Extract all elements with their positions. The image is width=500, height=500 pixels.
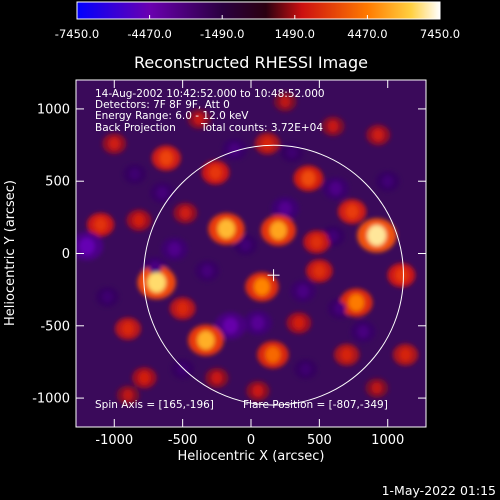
heatmap-blob	[382, 175, 394, 188]
x-tick-label: 1000	[371, 433, 404, 448]
heatmap-blob	[179, 207, 191, 220]
time-range-text: 14-Aug-2002 10:42:52.000 to 10:48:52.000	[95, 88, 325, 100]
colorbar-gradient	[76, 1, 441, 20]
y-tick-label: 500	[45, 175, 70, 190]
heatmap-blob	[177, 363, 188, 375]
heatmap-blob	[301, 170, 316, 186]
heatmap-blob	[122, 389, 134, 401]
solar-limb-circle	[143, 144, 404, 406]
heatmap-blob	[310, 235, 323, 249]
heatmap-blob	[211, 372, 223, 384]
y-tick-label: 0	[62, 247, 70, 262]
heatmap-blob	[286, 146, 298, 159]
spin-axis-text: Spin Axis = [165,-196]	[95, 399, 214, 411]
y-tick-label: -1000	[32, 392, 70, 407]
chart-title: Reconstructed RHESSI Image	[134, 53, 368, 72]
heatmap-blob	[327, 230, 339, 243]
heatmap-blob	[399, 348, 412, 362]
y-axis: -1000 -500 0 500 1000	[32, 102, 426, 407]
y-axis-label: Heliocentric Y (arcsec)	[3, 180, 18, 326]
heatmap-blob	[278, 201, 292, 216]
heatmap-blob	[254, 278, 270, 296]
heatmap-blob	[340, 348, 353, 362]
heatmap-blob	[297, 284, 309, 298]
energy-range-text: Energy Range: 6.0 - 12.0 keV	[95, 110, 249, 122]
heatmap-blob	[261, 137, 274, 150]
heatmap-blobs	[76, 91, 419, 406]
heatmap-blob	[138, 371, 150, 385]
heatmap-blob	[102, 291, 113, 303]
heatmap-blob	[108, 137, 120, 150]
heatmap-blob	[265, 346, 281, 363]
heatmap-blob	[367, 225, 387, 246]
heatmap-blob	[372, 128, 384, 141]
y-tick-label: 1000	[37, 102, 70, 117]
heatmap-blob	[293, 316, 305, 330]
heatmap-blob	[122, 322, 134, 336]
colorbar: -7450.0 -4470.0 -1490.0 1490.0 4470.0 7450.0	[55, 1, 460, 41]
x-tick-label: -500	[168, 433, 198, 448]
heatmap-blob	[149, 261, 162, 275]
heatmap-blob	[300, 363, 311, 375]
heatmap-blob	[394, 268, 408, 283]
heatmap-blob	[334, 302, 346, 315]
heatmap-blob	[156, 186, 168, 199]
heatmap-blob	[147, 272, 166, 293]
method-text: Back Projection	[95, 122, 176, 134]
heatmap-blob	[217, 219, 236, 239]
heatmap-blob	[371, 382, 382, 394]
heatmap-blob	[94, 217, 107, 232]
heatmap-blob	[357, 325, 369, 338]
flare-position-text: Flare Position = [-807,-349]	[243, 399, 388, 411]
heatmap-blob	[197, 330, 215, 350]
map-center-crosshair	[267, 269, 280, 282]
heatmap-blob	[176, 301, 189, 315]
x-tick-label: 500	[307, 433, 332, 448]
heatmap-blob	[201, 264, 213, 278]
heatmap-blob	[79, 237, 95, 255]
x-axis: -1000 -500 0 500 1000	[95, 80, 404, 448]
heatmap-blob	[129, 168, 141, 180]
colorbar-tick-label: 4470.0	[347, 27, 387, 41]
heatmap-plot	[75, 79, 427, 428]
colorbar-tick-label: -4470.0	[127, 27, 171, 41]
heatmap-blob	[209, 165, 222, 180]
colorbar-tick-label: -7450.0	[55, 27, 99, 41]
heatmap-blob	[329, 181, 342, 196]
detectors-text: Detectors: 7F 8F 9F, Att 0	[95, 99, 230, 111]
heatmap-blob	[280, 96, 291, 108]
heatmap-blob	[251, 315, 265, 331]
x-tick-label: -1000	[95, 433, 133, 448]
footer-timestamp: 1-May-2022 01:15	[382, 483, 496, 498]
colorbar-tick-label: 7450.0	[420, 27, 460, 41]
heatmap-blob	[193, 113, 205, 125]
colorbar-ticks: -7450.0 -4470.0 -1490.0 1490.0 4470.0 7450.0	[55, 15, 460, 41]
heatmap-blob	[133, 214, 145, 227]
colorbar-tick-label: -1490.0	[200, 27, 244, 41]
heatmap-blob	[252, 385, 264, 397]
x-tick-label: 0	[247, 433, 255, 448]
heatmap-blob	[348, 294, 364, 312]
total-counts-text: Total counts: 3.72E+04	[200, 122, 323, 134]
heatmap-blob	[159, 150, 173, 166]
x-axis-label: Heliocentric X (arcsec)	[178, 449, 325, 464]
y-tick-label: -500	[40, 319, 70, 334]
heatmap-blob	[240, 238, 251, 251]
heatmap-blob	[345, 204, 359, 219]
heatmap-blob	[228, 143, 241, 156]
observation-annotations: 14-Aug-2002 10:42:52.000 to 10:48:52.000…	[95, 88, 388, 411]
heatmap-blob	[313, 264, 326, 278]
heatmap-blob	[269, 221, 287, 240]
heatmap-blob	[168, 242, 181, 257]
heatmap-blob	[223, 317, 238, 334]
heatmap-blob	[327, 120, 339, 132]
colorbar-tick-label: 1490.0	[275, 27, 315, 41]
